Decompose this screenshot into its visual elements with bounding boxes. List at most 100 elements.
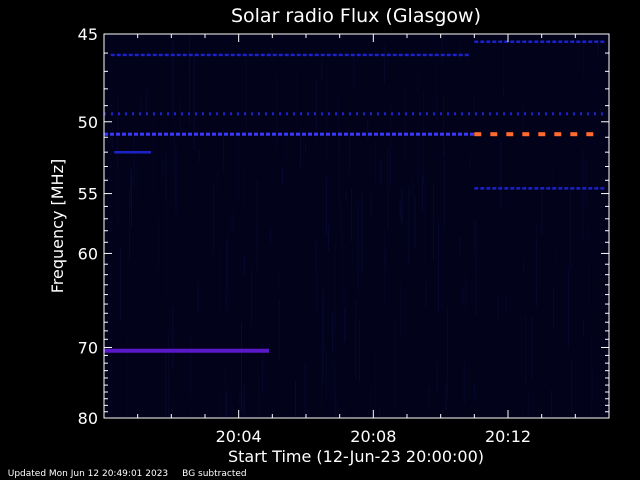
noise-streak [446, 306, 448, 399]
emission-band-segment [111, 112, 113, 116]
noise-streak [367, 119, 369, 139]
noise-streak [357, 202, 359, 292]
noise-streak [219, 389, 221, 417]
noise-streak [428, 387, 430, 406]
noise-streak [331, 359, 333, 409]
emission-band-segment [328, 112, 330, 116]
emission-band-segment [182, 132, 186, 136]
emission-band-segment [132, 112, 134, 116]
emission-band-segment [540, 187, 545, 190]
noise-streak [241, 395, 243, 417]
noise-streak [305, 142, 306, 153]
emission-band-segment [534, 40, 539, 43]
noise-streak [375, 346, 377, 417]
emission-band-segment [480, 40, 485, 43]
emission-band-segment [363, 112, 365, 116]
noise-streak [502, 87, 504, 112]
noise-streak [582, 318, 584, 338]
spectrogram-noise [105, 36, 599, 417]
noise-streak [438, 222, 439, 315]
noise-streak [321, 380, 322, 406]
emission-band-segment [416, 53, 421, 57]
noise-streak [394, 317, 396, 409]
emission-band-segment [164, 132, 168, 136]
noise-streak [223, 128, 224, 172]
noise-streak [205, 233, 207, 272]
noise-streak [189, 50, 191, 68]
emission-band-segment [242, 53, 247, 57]
noise-streak [232, 213, 234, 232]
emission-band-segment [386, 132, 390, 136]
noise-streak [508, 190, 510, 208]
emission-band-segment [272, 53, 277, 57]
noise-streak [435, 362, 437, 393]
emission-band-segment [134, 132, 138, 136]
emission-band-segment [140, 132, 144, 136]
emission-band-segment [122, 132, 126, 136]
chart-title: Solar radio Flux (Glasgow) [231, 5, 481, 27]
noise-streak [296, 69, 298, 127]
noise-streak [226, 390, 227, 417]
emission-band-segment [386, 53, 391, 57]
noise-streak [541, 190, 543, 236]
emission-band-segment [464, 132, 468, 136]
emission-band-segment [588, 187, 593, 190]
emission-band-segment [293, 112, 295, 116]
emission-band-segment [188, 132, 192, 136]
noise-streak [525, 315, 527, 388]
footer: Updated Mon Jun 12 20:49:01 2023 BG subtr… [2, 459, 261, 479]
noise-streak [143, 365, 145, 383]
emission-band-segment [570, 132, 578, 137]
noise-streak [227, 231, 229, 293]
noise-streak [146, 89, 148, 113]
emission-band-segment [564, 187, 569, 190]
noise-streak [527, 392, 529, 417]
emission-band-segment [538, 112, 540, 116]
noise-streak [404, 89, 406, 161]
emission-band-segment [503, 112, 505, 116]
noise-streak [522, 102, 524, 144]
emission-band-segment [458, 132, 462, 136]
noise-streak [322, 286, 324, 384]
noise-streak [105, 218, 107, 270]
emission-band-segment [344, 132, 348, 136]
emission-band-segment [370, 112, 372, 116]
emission-band-segment [528, 40, 533, 43]
noise-streak [459, 236, 461, 256]
emission-band-segment [200, 132, 204, 136]
noise-streak [538, 249, 540, 286]
noise-streak [245, 53, 247, 133]
emission-band-segment [266, 53, 271, 57]
emission-band-segment [332, 53, 337, 57]
noise-streak [304, 363, 306, 417]
noise-streak [567, 267, 569, 349]
noise-streak [198, 149, 200, 163]
emission-band-segment [440, 132, 444, 136]
noise-streak [237, 124, 239, 202]
noise-streak [582, 36, 584, 76]
noise-streak [334, 362, 336, 417]
emission-band-segment [216, 112, 218, 116]
emission-band-segment [510, 112, 512, 116]
emission-band-segment [128, 53, 133, 57]
emission-band-segment [504, 187, 509, 190]
emission-band-segment [440, 53, 445, 57]
noise-streak [588, 263, 590, 304]
emission-band-segment [516, 40, 521, 43]
noise-streak [111, 127, 113, 149]
noise-streak [229, 216, 231, 233]
emission-band-segment [582, 187, 587, 190]
noise-streak [172, 306, 174, 370]
noise-streak [400, 283, 401, 338]
noise-streak [278, 299, 280, 360]
emission-band-segment [404, 132, 408, 136]
noise-streak [338, 130, 340, 211]
noise-streak [326, 64, 328, 162]
emission-band-segment [522, 132, 530, 137]
emission-band-segment [398, 53, 403, 57]
emission-band-segment [236, 132, 240, 136]
noise-streak [551, 390, 553, 417]
emission-band-segment [314, 53, 319, 57]
emission-band-segment [434, 132, 438, 136]
emission-band-segment [194, 132, 198, 136]
